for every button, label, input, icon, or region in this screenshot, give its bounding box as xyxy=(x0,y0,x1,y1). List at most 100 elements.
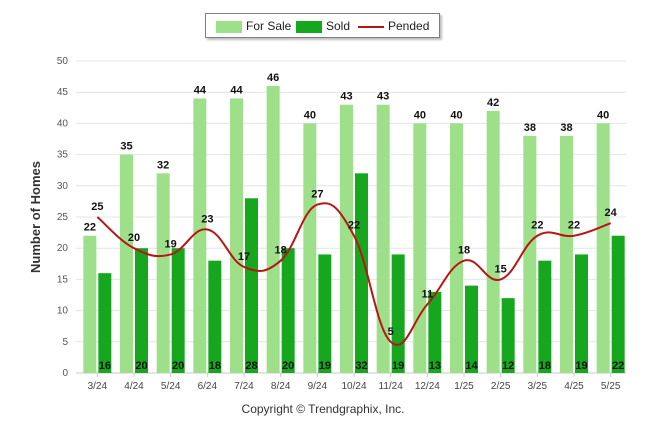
x-tick-label: 5/24 xyxy=(161,381,181,392)
legend-swatch-sold xyxy=(296,20,322,33)
data-label-sold: 13 xyxy=(429,360,441,372)
bar-sold xyxy=(538,260,552,373)
bar-for-sale xyxy=(596,123,610,374)
x-tick-label: 5/25 xyxy=(601,381,621,392)
legend-label-pended: Pended xyxy=(388,19,430,33)
bar-for-sale xyxy=(193,98,207,373)
data-label-for-sale: 43 xyxy=(377,91,389,103)
bar-for-sale xyxy=(230,98,243,373)
data-label-sold: 20 xyxy=(172,360,184,372)
bar-for-sale xyxy=(266,85,280,374)
y-tick-label: 0 xyxy=(62,368,68,379)
bar-for-sale xyxy=(83,235,97,373)
y-tick-label: 5 xyxy=(62,337,68,348)
data-label-sold: 18 xyxy=(539,360,551,372)
data-label-for-sale: 44 xyxy=(194,84,207,96)
data-label-sold: 14 xyxy=(465,360,478,372)
data-label-sold: 19 xyxy=(392,360,404,372)
data-label-pended: 15 xyxy=(495,263,507,275)
data-label-sold: 22 xyxy=(612,360,624,372)
bar-sold xyxy=(135,248,148,373)
data-label-for-sale: 35 xyxy=(120,141,132,153)
bar-for-sale xyxy=(560,135,573,373)
data-label-for-sale: 40 xyxy=(597,109,609,121)
data-label-sold: 32 xyxy=(355,360,367,372)
data-label-pended: 22 xyxy=(568,220,580,232)
legend-label-sold: Sold xyxy=(326,19,351,33)
data-label-sold: 18 xyxy=(209,360,221,372)
y-tick-label: 30 xyxy=(57,181,69,192)
data-label-sold: 19 xyxy=(575,360,587,372)
data-label-for-sale: 22 xyxy=(84,222,96,234)
bar-for-sale xyxy=(120,154,133,373)
x-tick-label: 4/25 xyxy=(564,381,584,392)
data-label-pended: 22 xyxy=(348,220,360,232)
data-label-for-sale: 42 xyxy=(487,97,499,109)
y-tick-label: 50 xyxy=(57,56,69,67)
bar-for-sale xyxy=(340,104,353,374)
data-label-pended: 25 xyxy=(91,201,103,213)
x-tick-label: 11/24 xyxy=(379,381,404,392)
data-label-for-sale: 40 xyxy=(414,109,426,121)
data-label-sold: 16 xyxy=(99,360,111,372)
bar-for-sale xyxy=(376,104,390,374)
bar-for-sale xyxy=(413,123,427,374)
data-label-for-sale: 32 xyxy=(157,159,169,171)
y-tick-label: 20 xyxy=(57,243,69,254)
data-label-pended: 5 xyxy=(388,326,394,338)
x-tick-label: 4/24 xyxy=(124,381,144,392)
bar-sold xyxy=(208,260,222,373)
data-label-pended: 27 xyxy=(311,189,323,201)
data-label-sold: 28 xyxy=(245,360,257,372)
bar-sold xyxy=(355,173,368,373)
data-label-pended: 18 xyxy=(275,245,287,257)
bar-for-sale xyxy=(450,123,463,374)
bar-sold xyxy=(245,198,258,373)
bar-sold xyxy=(281,248,295,373)
legend: For Sale Sold Pended xyxy=(205,13,440,38)
legend-swatch-for-sale xyxy=(216,20,242,33)
data-label-pended: 23 xyxy=(201,213,213,225)
data-label-sold: 12 xyxy=(502,360,514,372)
data-label-for-sale: 44 xyxy=(230,84,243,96)
data-label-for-sale: 43 xyxy=(340,91,352,103)
x-tick-label: 1/25 xyxy=(454,381,474,392)
data-label-pended: 18 xyxy=(458,245,470,257)
y-tick-label: 25 xyxy=(57,212,69,223)
bar-sold xyxy=(501,298,515,373)
x-tick-label: 2/25 xyxy=(491,381,511,392)
legend-item-for-sale[interactable]: For Sale xyxy=(216,18,291,34)
bar-sold xyxy=(428,291,442,373)
copyright-text: Copyright © Trendgraphix, Inc. xyxy=(241,402,405,416)
bar-for-sale xyxy=(303,123,317,374)
data-label-pended: 24 xyxy=(605,207,618,219)
bar-sold xyxy=(391,254,405,373)
legend-item-sold[interactable]: Sold xyxy=(296,18,350,34)
data-label-pended: 19 xyxy=(165,238,177,250)
x-tick-label: 8/24 xyxy=(271,381,291,392)
y-tick-label: 15 xyxy=(57,274,69,285)
y-axis-title: Number of Homes xyxy=(28,161,43,273)
data-label-pended: 22 xyxy=(531,220,543,232)
legend-item-pended[interactable]: Pended xyxy=(358,18,429,34)
data-label-pended: 20 xyxy=(128,232,140,244)
legend-label-for-sale: For Sale xyxy=(246,19,292,33)
y-tick-label: 45 xyxy=(57,87,69,98)
data-label-for-sale: 46 xyxy=(267,72,279,84)
data-label-pended: 11 xyxy=(422,288,434,300)
bar-sold xyxy=(318,254,332,373)
data-label-sold: 19 xyxy=(319,360,331,372)
data-label-pended: 17 xyxy=(238,251,250,263)
bar-sold xyxy=(98,273,112,373)
data-label-for-sale: 38 xyxy=(560,122,572,134)
bar-for-sale xyxy=(156,173,170,373)
y-tick-label: 40 xyxy=(57,118,69,129)
x-tick-label: 9/24 xyxy=(308,381,328,392)
x-tick-label: 3/24 xyxy=(88,381,108,392)
bar-sold xyxy=(465,285,478,373)
data-label-for-sale: 40 xyxy=(304,109,316,121)
y-tick-label: 35 xyxy=(57,150,69,161)
x-tick-label: 10/24 xyxy=(341,381,366,392)
legend-swatch-pended xyxy=(358,25,384,28)
x-tick-label: 12/24 xyxy=(415,381,440,392)
